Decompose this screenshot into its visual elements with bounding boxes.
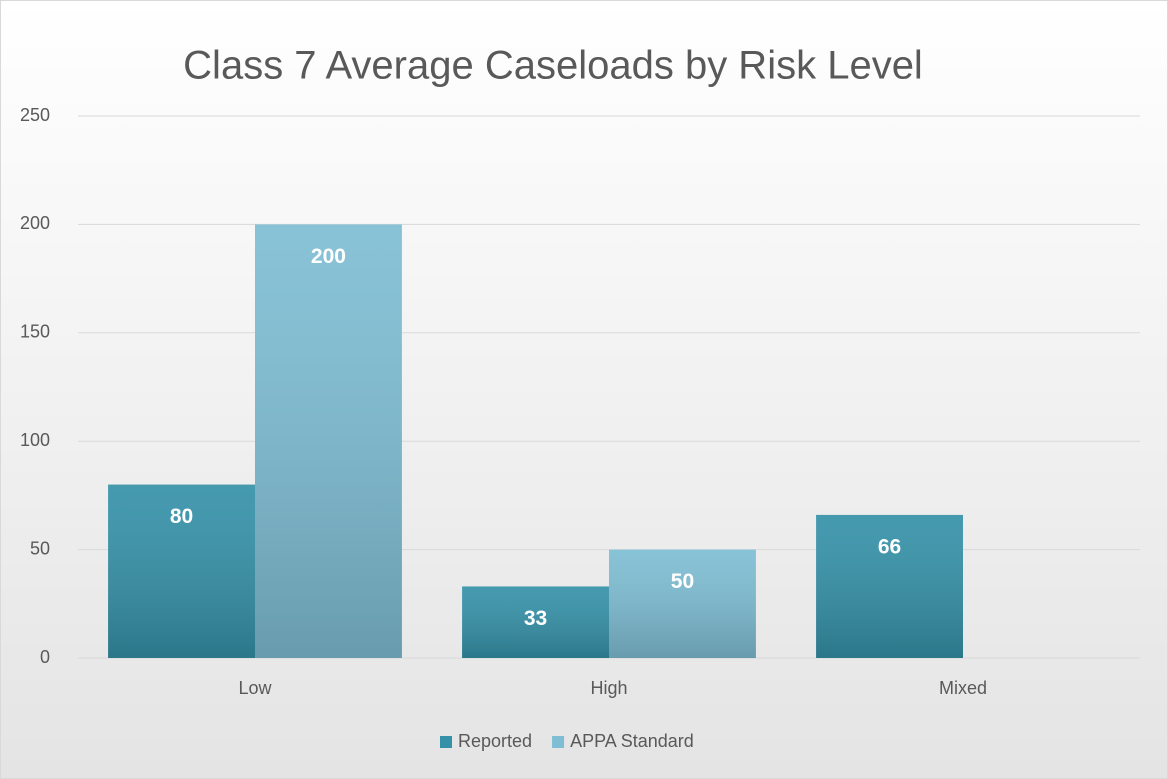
x-tick-label: High: [590, 678, 627, 698]
chart-title: Class 7 Average Caseloads by Risk Level: [183, 44, 923, 88]
y-tick-label: 200: [20, 213, 50, 233]
bar: [255, 224, 402, 658]
y-tick-label: 250: [20, 105, 50, 125]
y-tick-label: 50: [30, 538, 50, 558]
x-tick-label: Mixed: [939, 678, 987, 698]
legend-label: Reported: [458, 731, 532, 751]
legend-swatch: [440, 736, 452, 748]
data-label: 200: [311, 245, 346, 268]
legend-label: APPA Standard: [570, 731, 694, 751]
data-label: 66: [878, 535, 901, 558]
data-label: 33: [524, 607, 547, 630]
x-tick-label: Low: [238, 678, 272, 698]
data-label: 80: [170, 505, 193, 528]
y-tick-label: 150: [20, 322, 50, 342]
data-label: 50: [671, 570, 694, 593]
y-tick-label: 0: [40, 647, 50, 667]
y-tick-label: 100: [20, 430, 50, 450]
legend-swatch: [552, 736, 565, 748]
bar: [609, 549, 756, 658]
